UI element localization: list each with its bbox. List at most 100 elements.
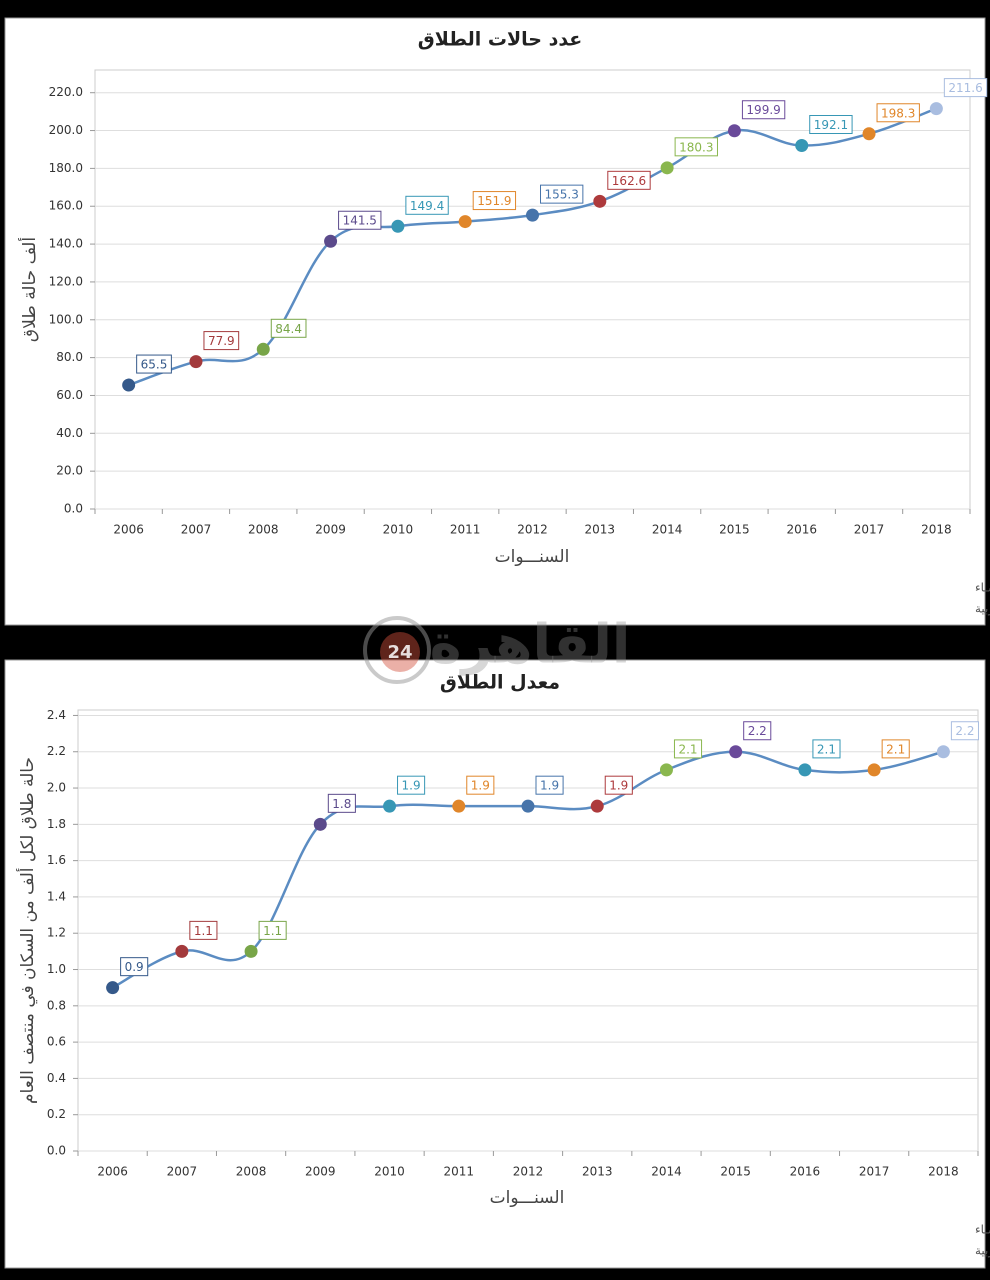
x-tick-label: 2012 xyxy=(513,1165,544,1179)
x-tick-label: 2016 xyxy=(790,1165,821,1179)
y-tick-label: 180.0 xyxy=(49,161,83,175)
x-axis-label: السنـــوات xyxy=(495,547,570,567)
point xyxy=(458,215,472,229)
y-tick-label: 60.0 xyxy=(56,388,83,402)
value-label-box xyxy=(258,920,287,940)
value-label-box xyxy=(120,957,149,977)
point xyxy=(175,944,189,958)
value-label-box xyxy=(472,191,517,211)
panel xyxy=(4,659,986,1269)
value-label-box xyxy=(950,721,979,741)
y-tick-label: 200.0 xyxy=(49,123,83,137)
value-label-box xyxy=(741,100,786,120)
chart-title: عدد حالات الطلاق xyxy=(418,29,583,51)
value-label: 155.3 xyxy=(545,188,579,202)
y-tick-label: 40.0 xyxy=(56,426,83,440)
point xyxy=(391,219,405,233)
point xyxy=(256,342,270,356)
value-label-box xyxy=(743,721,772,741)
x-tick-label: 2015 xyxy=(720,1165,751,1179)
x-tick-label: 2009 xyxy=(305,1165,336,1179)
point xyxy=(729,745,743,759)
x-tick-label: 2011 xyxy=(450,523,481,537)
x-tick-label: 2009 xyxy=(315,523,346,537)
value-label: 180.3 xyxy=(679,140,713,154)
value-label-box xyxy=(338,210,382,230)
value-label: 192.1 xyxy=(814,118,848,132)
value-label: 151.9 xyxy=(477,194,511,208)
x-tick-label: 2015 xyxy=(719,523,750,537)
y-tick-label: 1.4 xyxy=(47,889,66,903)
chart-title: معدل الطلاق xyxy=(440,672,560,694)
point xyxy=(795,139,809,153)
value-label-box xyxy=(809,115,853,135)
x-tick-label: 2011 xyxy=(443,1165,474,1179)
source-note: حقوق الملكية للجهـاز المركزي للتعبئة الع… xyxy=(975,1222,990,1238)
value-label: 77.9 xyxy=(208,334,235,348)
value-label: 2.1 xyxy=(678,742,697,756)
value-label: 1.1 xyxy=(263,924,282,938)
point xyxy=(590,799,604,813)
point xyxy=(867,763,881,777)
value-label-box xyxy=(397,775,426,795)
value-label-box xyxy=(812,739,841,759)
point xyxy=(593,194,607,208)
value-label: 1.9 xyxy=(609,779,628,793)
point xyxy=(383,799,397,813)
y-axis-label: حالة طلاق لكل ألف من السكان في منتصف الع… xyxy=(16,757,38,1104)
source-note: المصدر الأساسي للأحصاءات الرسمية لجمهوري… xyxy=(975,601,990,617)
y-tick-label: 2.0 xyxy=(47,781,66,795)
x-tick-label: 2016 xyxy=(786,523,817,537)
value-label-box xyxy=(535,775,564,795)
point xyxy=(798,763,812,777)
value-label: 2.2 xyxy=(748,724,767,738)
y-tick-label: 1.2 xyxy=(47,926,66,940)
value-label: 198.3 xyxy=(881,106,915,120)
point xyxy=(526,208,539,222)
y-tick-label: 20.0 xyxy=(56,464,83,478)
value-label-box xyxy=(673,739,703,759)
value-label-box xyxy=(943,78,988,98)
y-tick-label: 220.0 xyxy=(49,85,83,99)
point xyxy=(727,124,741,138)
x-tick-label: 2007 xyxy=(167,1165,198,1179)
y-tick-label: 0.0 xyxy=(64,502,83,516)
watermark-name: القاهرة xyxy=(430,613,631,676)
x-tick-label: 2012 xyxy=(517,523,548,537)
value-label-box xyxy=(270,318,307,338)
x-tick-label: 2018 xyxy=(921,523,952,537)
x-tick-label: 2014 xyxy=(652,523,683,537)
point xyxy=(659,763,673,777)
source-note: المصدر الأساسي للأحصاءات الرسمية لجمهوري… xyxy=(975,1243,990,1259)
y-tick-label: 0.8 xyxy=(47,998,66,1012)
value-label: 2.2 xyxy=(955,724,974,738)
value-label-box xyxy=(881,739,910,759)
value-label: 1.8 xyxy=(332,797,351,811)
y-tick-label: 1.0 xyxy=(47,962,66,976)
value-label: 0.9 xyxy=(125,960,144,974)
y-tick-label: 2.2 xyxy=(47,744,66,758)
value-label: 141.5 xyxy=(343,214,377,228)
y-tick-label: 120.0 xyxy=(49,274,83,288)
y-tick-label: 0.0 xyxy=(47,1144,66,1158)
x-axis-label: السنـــوات xyxy=(490,1188,565,1208)
y-axis-label: ألف حالة طلاق xyxy=(18,237,40,342)
y-tick-label: 80.0 xyxy=(56,350,83,364)
point xyxy=(324,234,338,248)
value-label-box xyxy=(540,184,584,204)
point xyxy=(189,355,203,369)
point xyxy=(862,127,876,141)
value-label-box xyxy=(604,775,633,795)
value-label: 65.5 xyxy=(141,358,168,372)
y-tick-label: 1.8 xyxy=(47,817,66,831)
point xyxy=(313,817,327,831)
x-tick-label: 2017 xyxy=(859,1165,890,1179)
x-tick-label: 2018 xyxy=(928,1165,959,1179)
point xyxy=(106,981,120,995)
x-tick-label: 2010 xyxy=(383,523,414,537)
x-tick-label: 2006 xyxy=(97,1165,128,1179)
x-tick-label: 2008 xyxy=(236,1165,267,1179)
value-label-box xyxy=(466,775,495,795)
value-label-box xyxy=(203,331,240,351)
y-tick-label: 160.0 xyxy=(49,199,83,213)
